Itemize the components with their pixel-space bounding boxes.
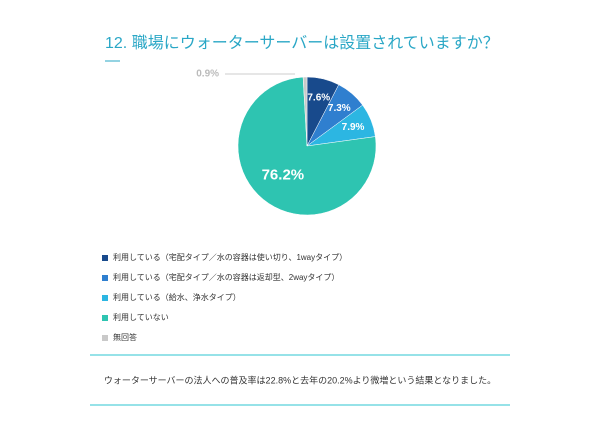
legend-label: 利用している（宅配タイプ／水の容器は返却型、2wayタイプ） [113,272,339,282]
legend-label: 利用していない [113,312,169,322]
pie-slice [302,76,308,147]
legend-swatch [102,315,108,321]
legend-swatch [102,335,108,341]
legend-swatch [102,275,108,281]
value-label: 7.3% [328,103,351,114]
value-label: 7.6% [307,92,330,103]
legend-swatch [102,255,108,261]
legend-swatch [102,295,108,301]
summary-note: ウォーターサーバーの法人への普及率は22.8%と去年の20.2%より微増という結… [104,374,496,385]
legend-label: 利用している（宅配タイプ／水の容器は使い切り、1wayタイプ） [113,252,347,262]
chart-title: 12. 職場にウォーターサーバーは設置されていますか？ [105,34,499,52]
value-label: 0.9% [196,69,219,80]
legend-label: 利用している（給水、浄水タイプ） [113,292,241,302]
value-label: 76.2% [262,166,305,183]
value-label: 7.9% [342,122,365,133]
legend-label: 無回答 [113,332,137,342]
pie-slice [237,76,377,216]
